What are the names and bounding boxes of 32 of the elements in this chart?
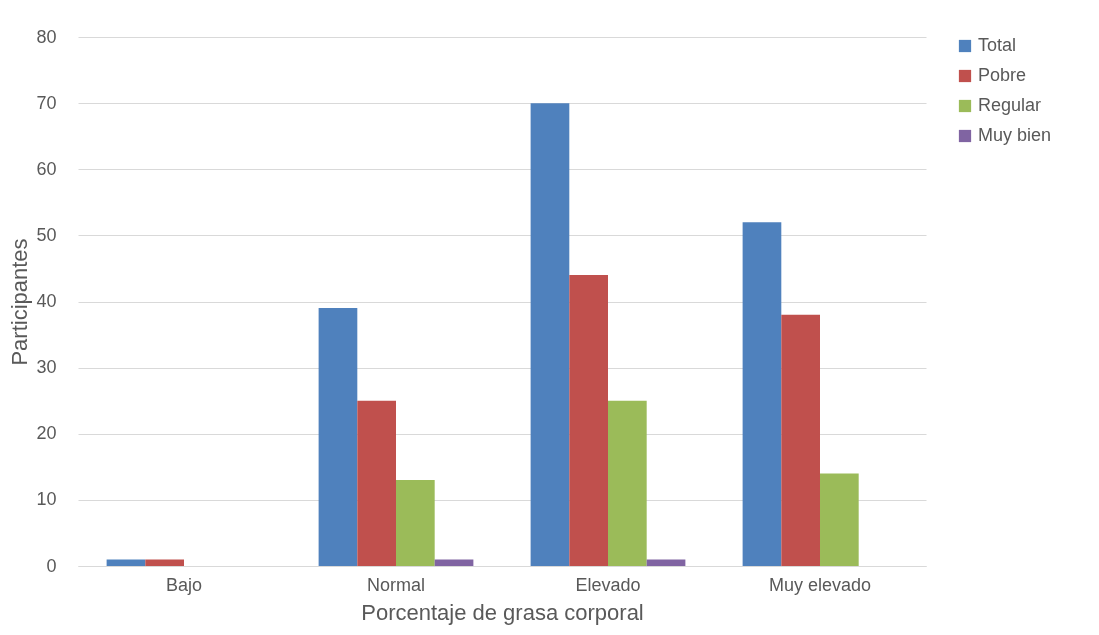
x-tick-label: Elevado (575, 574, 641, 595)
y-tick-label: 70 (36, 92, 57, 113)
bar (608, 400, 647, 566)
y-tick-label: 60 (36, 158, 57, 179)
bar (357, 400, 396, 566)
x-axis-title: Porcentaje de grasa corporal (361, 599, 644, 625)
bar (530, 103, 570, 566)
x-tick-label: Muy elevado (768, 574, 872, 595)
y-tick-label: 10 (36, 489, 57, 510)
bar (318, 308, 358, 566)
bar (569, 275, 608, 566)
x-tick-label: Normal (366, 574, 426, 595)
legend-label: Regular (978, 95, 1042, 115)
legend-label: Pobre (978, 65, 1027, 85)
y-tick-label: 0 (46, 555, 57, 576)
bar (145, 559, 184, 566)
x-tick-label: Bajo (165, 574, 203, 595)
legend-label: Total (978, 35, 1017, 55)
y-tick-label: 50 (36, 224, 57, 245)
y-tick-label: 40 (36, 291, 57, 311)
bar (396, 480, 435, 566)
bar (646, 559, 686, 566)
y-tick-label: 80 (36, 26, 57, 47)
bar (781, 314, 820, 566)
y-tick-label: 30 (36, 357, 57, 378)
bar (820, 473, 859, 566)
bar (106, 559, 146, 566)
legend-label: Muy bien (978, 125, 1052, 145)
y-tick-label: 20 (36, 423, 57, 444)
y-axis-title: Participantes (7, 238, 33, 366)
bar (434, 559, 474, 566)
bar (742, 222, 782, 566)
